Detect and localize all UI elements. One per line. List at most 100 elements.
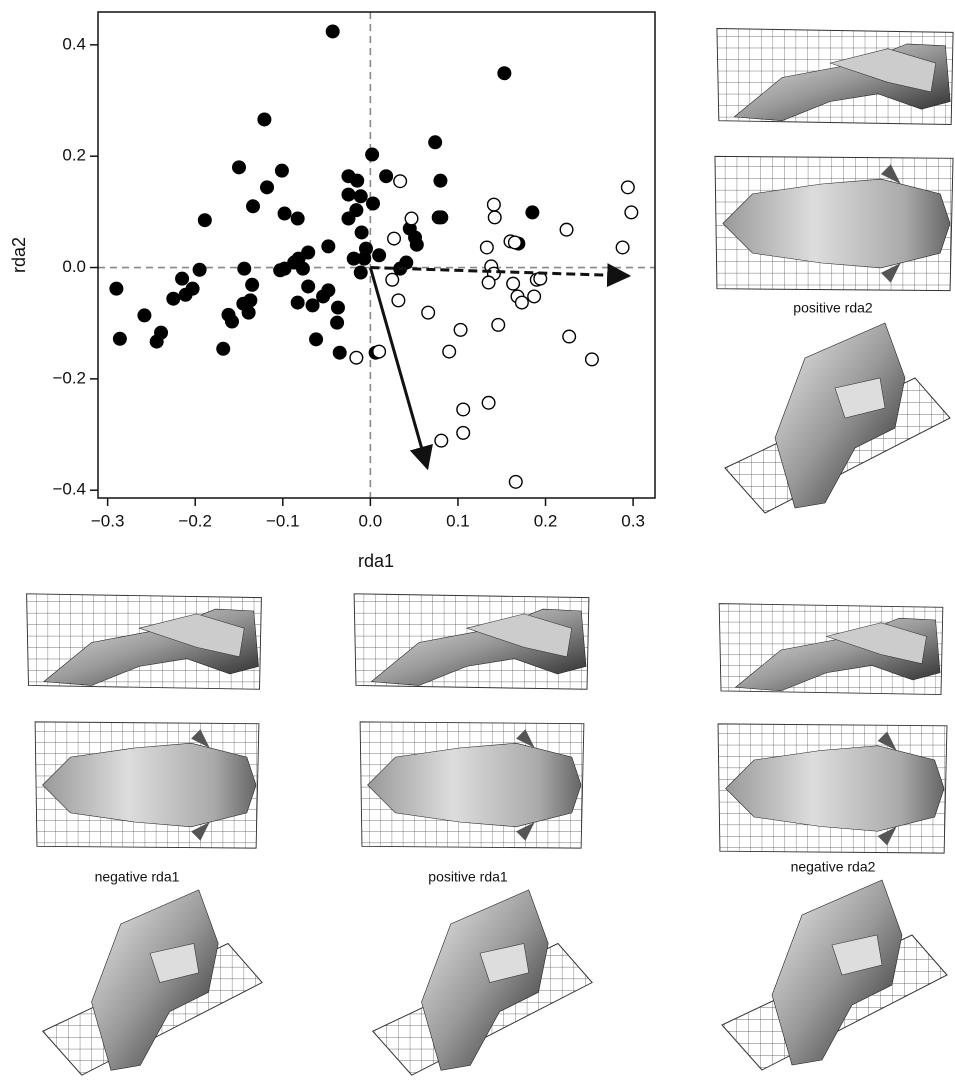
point [386, 273, 399, 286]
point [457, 427, 470, 440]
point [366, 148, 379, 161]
point [114, 332, 127, 345]
point [454, 324, 467, 337]
skull-dorsal [35, 722, 259, 848]
point [429, 136, 442, 149]
point [291, 212, 304, 225]
point [258, 113, 271, 126]
point [498, 67, 511, 80]
point [367, 197, 380, 210]
x-tick-label: 0.0 [359, 511, 383, 530]
point [350, 351, 363, 364]
y-axis-label: rda2 [9, 237, 29, 273]
point [167, 292, 180, 305]
point [242, 306, 255, 319]
point [422, 306, 435, 319]
point [179, 289, 192, 302]
point [354, 266, 367, 279]
x-axis-label: rda1 [358, 551, 394, 571]
point [322, 284, 335, 297]
x-tick-label: −0.2 [178, 511, 212, 530]
point [331, 316, 344, 329]
point [488, 198, 501, 211]
point [226, 315, 239, 328]
point [199, 214, 212, 227]
point [492, 319, 505, 332]
point [233, 161, 246, 174]
y-tick-label: −0.2 [52, 368, 86, 387]
point [516, 296, 529, 309]
point [410, 238, 423, 251]
point [616, 241, 629, 254]
point [276, 164, 289, 177]
point [394, 175, 407, 188]
point [342, 188, 355, 201]
panel-label: positive rda2 [793, 300, 873, 316]
point [526, 206, 539, 219]
point [400, 256, 413, 269]
point [297, 262, 310, 275]
point [488, 211, 501, 224]
point [481, 241, 494, 254]
skull-dorsal [718, 724, 947, 853]
x-tick-label: −0.1 [266, 511, 300, 530]
point [586, 353, 599, 366]
point [110, 282, 123, 295]
point [238, 262, 251, 275]
point [274, 264, 287, 277]
point [482, 276, 495, 289]
point [509, 236, 522, 249]
skull-oblique [373, 890, 592, 1075]
skull-dorsal [360, 722, 584, 848]
x-tick-label: 0.2 [534, 511, 558, 530]
point [509, 476, 522, 489]
point [457, 403, 470, 416]
point [351, 174, 364, 187]
point [622, 181, 635, 194]
point [217, 343, 230, 356]
point [388, 232, 401, 245]
skull-dorsal [715, 156, 953, 290]
point [193, 263, 206, 276]
skull-oblique [722, 880, 947, 1070]
point [244, 294, 257, 307]
panel-label: positive rda1 [428, 869, 508, 885]
point [332, 301, 345, 314]
y-tick-label: 0.2 [62, 146, 86, 165]
point [380, 170, 393, 183]
point [176, 272, 189, 285]
point [261, 181, 274, 194]
point [405, 212, 418, 225]
y-tick-label: 0.0 [62, 257, 86, 276]
point [563, 330, 576, 343]
x-tick-label: 0.1 [446, 511, 470, 530]
point [302, 280, 315, 293]
skull-lateral [27, 594, 262, 689]
skull-oblique [725, 323, 950, 513]
skull-lateral [354, 594, 589, 689]
x-tick-label: −0.3 [91, 511, 125, 530]
point [342, 212, 355, 225]
point [392, 294, 405, 307]
x-tick-label: 0.3 [621, 511, 645, 530]
point [373, 249, 386, 262]
point [150, 335, 163, 348]
skull-oblique [43, 890, 262, 1075]
point [435, 211, 448, 224]
point [326, 25, 339, 38]
point [435, 434, 448, 447]
point [360, 242, 373, 255]
panel-label: negative rda2 [791, 859, 876, 875]
point [355, 226, 368, 239]
point [528, 290, 541, 303]
point [507, 277, 520, 290]
point [482, 397, 495, 410]
point [443, 345, 456, 358]
point [354, 190, 367, 203]
point [246, 278, 259, 291]
y-tick-label: −0.4 [52, 480, 86, 499]
figure: −0.3−0.2−0.10.00.10.20.3−0.4−0.20.00.20.… [0, 0, 955, 1087]
point [247, 200, 260, 213]
skull-lateral [717, 29, 953, 125]
